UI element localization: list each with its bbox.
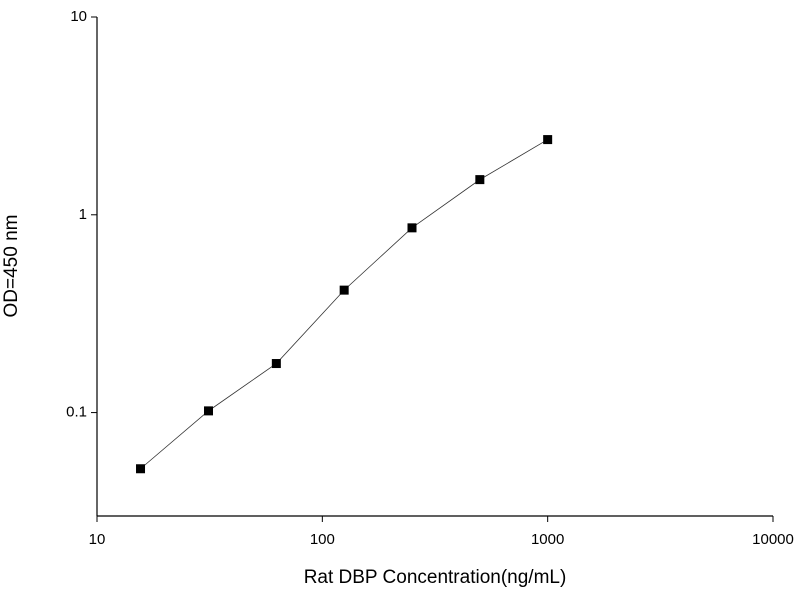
series-line — [140, 139, 548, 470]
marker — [271, 359, 281, 369]
x-tick-label: 10000 — [752, 531, 794, 548]
y-tick-label: 0.1 — [66, 404, 87, 421]
x-tick-label: 100 — [310, 531, 335, 548]
x-axis-title: Rat DBP Concentration(ng/mL) — [304, 567, 567, 588]
marker — [136, 464, 146, 474]
x-tick-label: 1000 — [531, 531, 564, 548]
marker — [475, 175, 485, 185]
x-tick-label: 10 — [89, 531, 106, 548]
marker — [407, 223, 417, 233]
y-axis-title: OD=450 nm — [1, 215, 22, 318]
y-tick-label: 10 — [70, 8, 87, 25]
marker — [543, 135, 553, 145]
marker — [339, 285, 349, 295]
marker — [204, 406, 214, 416]
y-tick-label: 1 — [79, 206, 87, 223]
